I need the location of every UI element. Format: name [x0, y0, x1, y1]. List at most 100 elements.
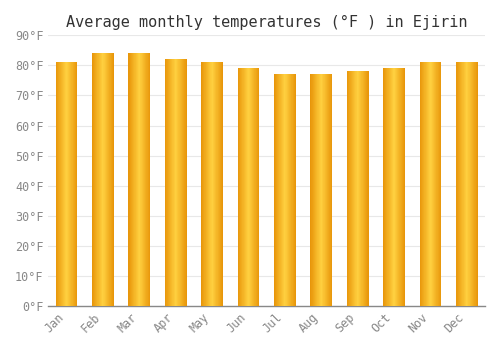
Title: Average monthly temperatures (°F ) in Ejirin: Average monthly temperatures (°F ) in Ej… [66, 15, 468, 30]
Bar [97, 54, 98, 306]
Bar [386, 68, 387, 306]
Bar [421, 62, 422, 306]
Bar [149, 54, 150, 306]
Bar [466, 62, 467, 306]
Bar [73, 62, 74, 306]
Bar [182, 60, 183, 306]
Bar [98, 54, 99, 306]
Bar [351, 71, 352, 306]
Bar [246, 68, 247, 306]
Bar [101, 54, 102, 306]
Bar [404, 68, 405, 306]
Bar [295, 75, 296, 306]
Bar [181, 60, 182, 306]
Bar [384, 68, 385, 306]
Bar [102, 54, 103, 306]
Bar [240, 68, 241, 306]
Bar [364, 71, 366, 306]
Bar [283, 75, 284, 306]
Bar [175, 60, 176, 306]
Bar [244, 68, 245, 306]
Bar [204, 62, 205, 306]
Bar [286, 75, 287, 306]
Bar [113, 54, 114, 306]
Bar [177, 60, 178, 306]
Bar [70, 62, 71, 306]
Bar [100, 54, 101, 306]
Bar [278, 75, 279, 306]
Bar [362, 71, 363, 306]
Bar [109, 54, 110, 306]
Bar [176, 60, 177, 306]
Bar [185, 60, 186, 306]
Bar [316, 75, 317, 306]
Bar [58, 62, 59, 306]
Bar [68, 62, 70, 306]
Bar [363, 71, 364, 306]
Bar [324, 75, 325, 306]
Bar [218, 62, 219, 306]
Bar [258, 68, 259, 306]
Bar [66, 62, 67, 306]
Bar [107, 54, 108, 306]
Bar [202, 62, 203, 306]
Bar [168, 60, 169, 306]
Bar [393, 68, 394, 306]
Bar [170, 60, 171, 306]
Bar [103, 54, 104, 306]
Bar [360, 71, 361, 306]
Bar [460, 62, 461, 306]
Bar [137, 54, 138, 306]
Bar [431, 62, 432, 306]
Bar [60, 62, 61, 306]
Bar [282, 75, 283, 306]
Bar [474, 62, 475, 306]
Bar [422, 62, 423, 306]
Bar [129, 54, 130, 306]
Bar [167, 60, 168, 306]
Bar [319, 75, 320, 306]
Bar [207, 62, 208, 306]
Bar [285, 75, 286, 306]
Bar [208, 62, 209, 306]
Bar [329, 75, 330, 306]
Bar [110, 54, 111, 306]
Bar [274, 75, 275, 306]
Bar [317, 75, 318, 306]
Bar [238, 68, 239, 306]
Bar [74, 62, 76, 306]
Bar [145, 54, 146, 306]
Bar [142, 54, 143, 306]
Bar [420, 62, 421, 306]
Bar [275, 75, 276, 306]
Bar [67, 62, 68, 306]
Bar [215, 62, 216, 306]
Bar [401, 68, 402, 306]
Bar [104, 54, 105, 306]
Bar [470, 62, 471, 306]
Bar [392, 68, 393, 306]
Bar [331, 75, 332, 306]
Bar [435, 62, 436, 306]
Bar [348, 71, 349, 306]
Bar [144, 54, 145, 306]
Bar [94, 54, 95, 306]
Bar [220, 62, 221, 306]
Bar [180, 60, 181, 306]
Bar [222, 62, 223, 306]
Bar [211, 62, 212, 306]
Bar [206, 62, 207, 306]
Bar [367, 71, 368, 306]
Bar [210, 62, 211, 306]
Bar [148, 54, 149, 306]
Bar [254, 68, 255, 306]
Bar [205, 62, 206, 306]
Bar [294, 75, 295, 306]
Bar [312, 75, 313, 306]
Bar [437, 62, 438, 306]
Bar [326, 75, 328, 306]
Bar [59, 62, 60, 306]
Bar [428, 62, 429, 306]
Bar [352, 71, 354, 306]
Bar [463, 62, 464, 306]
